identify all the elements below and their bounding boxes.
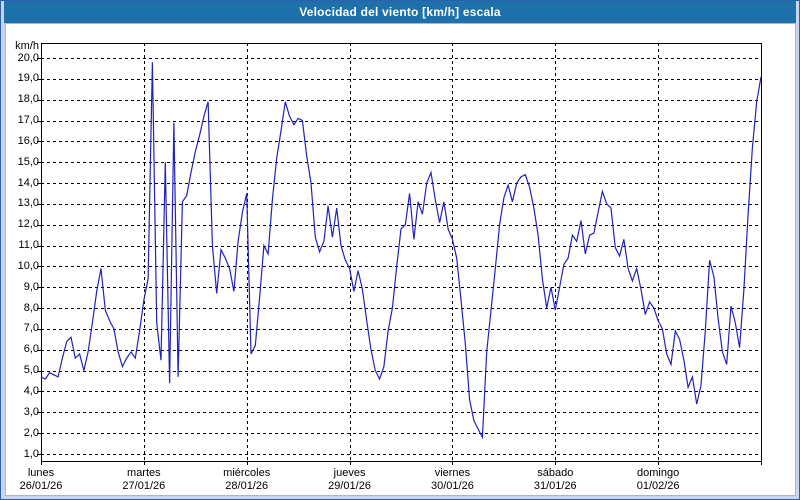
x-day-name: sábado [537, 467, 574, 479]
y-tick-label: 1,0 [23, 447, 39, 460]
x-day-date: 01/02/26 [636, 480, 680, 492]
y-tick-label: 12,0 [17, 218, 39, 231]
x-day-date: 28/01/26 [225, 480, 269, 492]
x-day-name: lunes [27, 467, 55, 479]
x-day-name: jueves [333, 467, 366, 479]
chart-title: Velocidad del viento [km/h] escala [299, 5, 501, 19]
plot-wrap: km/h 20,0 19,0 18,0 17,0 16,0 15,0 14,0 13,0 12,… [6, 24, 795, 495]
x-day-date: 27/01/26 [122, 480, 166, 492]
y-tick-label: 19,0 [17, 72, 39, 85]
x-day-label: lunes 26/01/26 [1, 467, 96, 493]
wind-speed-line [40, 62, 762, 440]
x-day-label: viernes 30/01/26 [397, 467, 507, 493]
y-tick-label: 15,0 [17, 155, 39, 168]
x-day-date: 30/01/26 [431, 480, 474, 492]
y-tick-label: 17,0 [17, 114, 39, 127]
y-tick-label: 11,0 [18, 239, 39, 252]
x-day-name: domingo [637, 467, 680, 479]
window-title-bar: Velocidad del viento [km/h] escala [4, 1, 796, 23]
y-tick-label: 7,0 [23, 322, 39, 335]
x-day-label: martes 27/01/26 [89, 467, 199, 493]
x-day-date: 29/01/26 [328, 480, 371, 492]
chart-content-area: km/h 20,0 19,0 18,0 17,0 16,0 15,0 14,0 13,0 12,… [5, 23, 796, 496]
y-tick-label: 4,0 [23, 384, 39, 397]
y-tick-label: 5,0 [23, 364, 39, 377]
y-tick-label: 10,0 [17, 259, 39, 272]
x-day-label: jueves 29/01/26 [295, 467, 405, 493]
x-day-name: martes [127, 467, 161, 479]
x-day-date: 31/01/26 [533, 480, 577, 492]
y-tick-label: 6,0 [23, 343, 39, 356]
y-tick-label: 9,0 [23, 280, 39, 293]
x-day-name: miércoles [223, 467, 271, 479]
x-day-label: miércoles 28/01/26 [192, 467, 302, 493]
wind-speed-plot [37, 43, 762, 465]
x-day-label: sábado 31/01/26 [500, 467, 610, 493]
x-day-date: 26/01/26 [19, 480, 63, 492]
x-day-name: viernes [434, 467, 471, 479]
y-tick-label: 20,0 [17, 51, 39, 64]
x-day-label: domingo 01/02/26 [603, 467, 713, 493]
y-axis-unit-label: km/h [15, 40, 39, 52]
y-tick-label: 8,0 [23, 301, 39, 314]
y-tick-label: 13,0 [17, 197, 39, 210]
y-tick-label: 2,0 [23, 426, 39, 439]
y-tick-label: 18,0 [17, 93, 39, 106]
plot-border [41, 43, 762, 462]
y-tick-label: 3,0 [23, 405, 39, 418]
y-tick-label: 14,0 [17, 176, 39, 189]
y-tick-label: 16,0 [17, 134, 39, 147]
